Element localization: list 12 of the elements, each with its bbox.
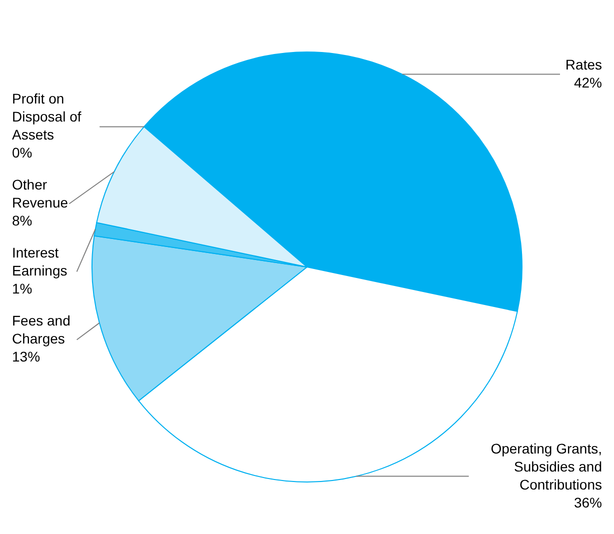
category-label: Profit on Disposal of Assets [12,90,82,143]
text: 0% [12,144,32,161]
slice-label: Operating Grants, Subsidies and Contributions [490,440,602,492]
data-label: 13% [12,348,40,365]
slice-label: Other Revenue [12,176,68,211]
slice-label: Fees and Charges [12,312,70,347]
slice-label: Rates [565,56,602,72]
data-label: 36% [574,494,602,510]
data-label: 1% [12,280,32,297]
data-label: 8% [12,212,32,229]
data-label: 42% [574,74,602,90]
slice-label: Interest Earnings [12,244,68,279]
